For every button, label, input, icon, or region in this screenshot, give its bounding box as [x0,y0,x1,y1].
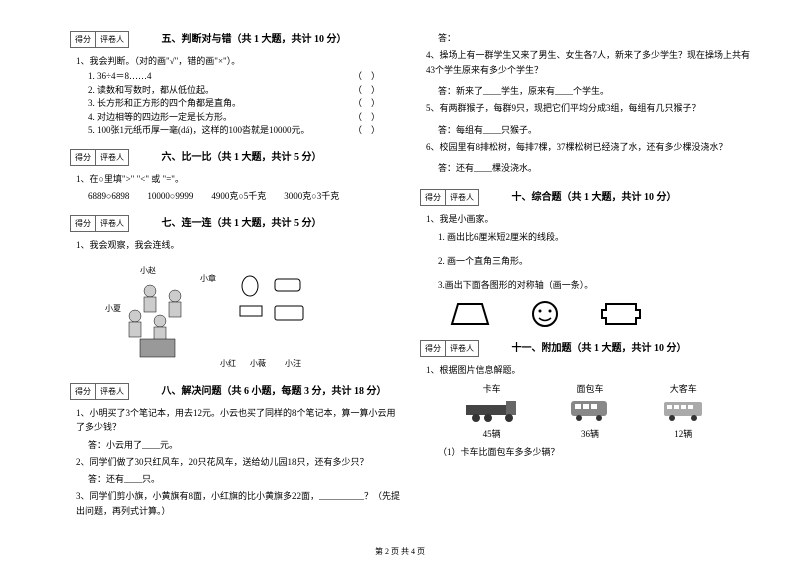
q8-6: 6、校园里有8排松树，每排7棵，37棵松树已经浇了水，还有多少棵没浇水？ [426,140,750,154]
q8-2-ans: 答：还有____只。 [88,471,400,487]
section-7: 得分 评卷人 七、连一连（共 1 大题，共计 5 分） 1、我会观察，我会连线。… [70,214,400,373]
q8-5-ans: 答：每组有____只猴子。 [438,122,750,138]
section-5-title: 五、判断对与错（共 1 大题，共计 10 分） [162,30,347,45]
section-11: 得分 评卷人 十一、附加题（共 1 大题，共计 10 分） 1、根据图片信息解题… [420,339,750,460]
ans-prefix: 答： [438,30,750,46]
reviewer-label: 评卷人 [96,150,128,165]
q5-1-item5: 5. 100张1元纸币厚一毫(dá)，这样的100沓就是10000元。（ ） [88,124,400,138]
vehicle-bus: 大客车 12辆 [661,382,706,440]
q8-6-ans: 答：还有____棵没浇水。 [438,160,750,176]
reviewer-label: 评卷人 [96,216,128,231]
q8-1-ans: 答：小云用了____元。 [88,437,400,453]
reviewer-label: 评卷人 [96,32,128,47]
reviewer-label: 评卷人 [446,190,478,205]
q8-1: 1、小明买了3个笔记本，用去12元。小云也买了同样的8个笔记本，算一算小云用了多… [76,406,400,435]
page-footer: 第 2 页 共 4 页 [0,546,800,557]
section-10: 得分 评卷人 十、综合题（共 1 大题，共计 10 分） 1、我是小画家。 1.… [420,188,750,329]
section-10-title: 十、综合题（共 1 大题，共计 10 分） [512,188,677,203]
section-8: 得分 评卷人 八、解决问题（共 6 小题，每题 3 分，共计 18 分） 1、小… [70,382,400,518]
section-5: 得分 评卷人 五、判断对与错（共 1 大题，共计 10 分） 1、我会判断。（对… [70,30,400,138]
trapezoid-icon [450,300,490,328]
q6-1: 1、在○里填">" "<" 或 "="。 [76,172,400,186]
q8-5: 5、有两群猴子，每群9只，现把它们平均分成3组，每组有几只猴子？ [426,101,750,115]
page-container: 得分 评卷人 五、判断对与错（共 1 大题，共计 10 分） 1、我会判断。（对… [0,0,800,540]
q7-illustration: 小赵 小章 小夏 [100,261,300,374]
score-label: 得分 [421,341,446,356]
q8-4: 4、操场上有一群学生又来了男生、女生各7人，新来了多少学生？现在操场上共有43个… [426,48,750,77]
smiley-icon [530,299,560,329]
score-label: 得分 [421,190,446,205]
reviewer-label: 评卷人 [446,341,478,356]
q8-4-ans: 答：新来了____学生，原来有____个学生。 [438,83,750,99]
q11-1: 1、根据图片信息解题。 [426,363,750,377]
score-box: 得分 评卷人 [420,189,479,206]
label-xy: 小夏 [105,304,121,313]
score-label: 得分 [71,384,96,399]
svg-text:小红: 小红 [220,358,236,368]
svg-text:小薇: 小薇 [250,358,266,368]
q5-1-item2: 2. 读数和写数时，都从低位起。（ ） [88,84,400,98]
q5-1-item1: 1. 36÷4＝8……4（ ） [88,70,400,84]
score-label: 得分 [71,150,96,165]
q6-1-line: 6889○6898 10000○9999 4900克○5千克 3000克○3千克 [88,188,400,204]
vehicle-truck: 卡车 45辆 [464,382,519,440]
score-label: 得分 [71,32,96,47]
bus-icon [661,397,706,423]
label-xh: 小赵 [140,265,156,275]
q5-1-item4: 4. 对边相等的四边形一定是长方形。（ ） [88,111,400,125]
q11-1-sub1: （1）卡车比面包车多多少辆？ [438,444,750,460]
truck-icon [464,397,519,423]
van-icon [567,397,612,423]
score-label: 得分 [71,216,96,231]
score-box: 得分 评卷人 [70,31,129,48]
right-column: 答： 4、操场上有一群学生又来了男生、女生各7人，新来了多少学生？现在操场上共有… [410,30,760,520]
score-box: 得分 评卷人 [70,215,129,232]
q10-1-s3: 3.画出下面各图形的对称轴（画一条）。 [438,277,750,293]
vehicles-row: 卡车 45辆 面包车 36辆 大客车 12辆 [440,382,730,440]
label-xz: 小章 [200,273,216,283]
section-6: 得分 评卷人 六、比一比（共 1 大题，共计 5 分） 1、在○里填">" "<… [70,148,400,205]
q10-1: 1、我是小画家。 [426,212,750,226]
q8-2: 2、同学们做了30只红风车，20只花风车，送给幼儿园18只，还有多少只？ [76,455,400,469]
section-8-title: 八、解决问题（共 6 小题，每题 3 分，共计 18 分） [162,382,387,397]
vehicle-van: 面包车 36辆 [567,382,612,440]
q7-1: 1、我会观察，我会连线。 [76,238,400,252]
q5-1-item3: 3. 长方形和正方形的四个角都是直角。（ ） [88,97,400,111]
svg-text:小汪: 小汪 [285,359,301,368]
section-6-title: 六、比一比（共 1 大题，共计 5 分） [162,148,322,163]
left-column: 得分 评卷人 五、判断对与错（共 1 大题，共计 10 分） 1、我会判断。（对… [60,30,410,520]
shapes-row [450,299,750,329]
q10-1-s1: 1. 画出比6厘米短2厘米的线段。 [438,229,750,245]
q8-3: 3、同学们剪小旗，小黄旗有8面，小红旗的比小黄旗多22面，__________？… [76,489,400,518]
reviewer-label: 评卷人 [96,384,128,399]
score-box: 得分 评卷人 [70,383,129,400]
cross-shape-icon [600,300,642,328]
q10-1-s2: 2. 画一个直角三角形。 [438,253,750,269]
section-11-title: 十一、附加题（共 1 大题，共计 10 分） [512,339,687,354]
score-box: 得分 评卷人 [70,149,129,166]
section-7-title: 七、连一连（共 1 大题，共计 5 分） [162,214,322,229]
score-box: 得分 评卷人 [420,340,479,357]
q5-1: 1、我会判断。（对的画"√"，错的画"×"）。 [76,54,400,68]
